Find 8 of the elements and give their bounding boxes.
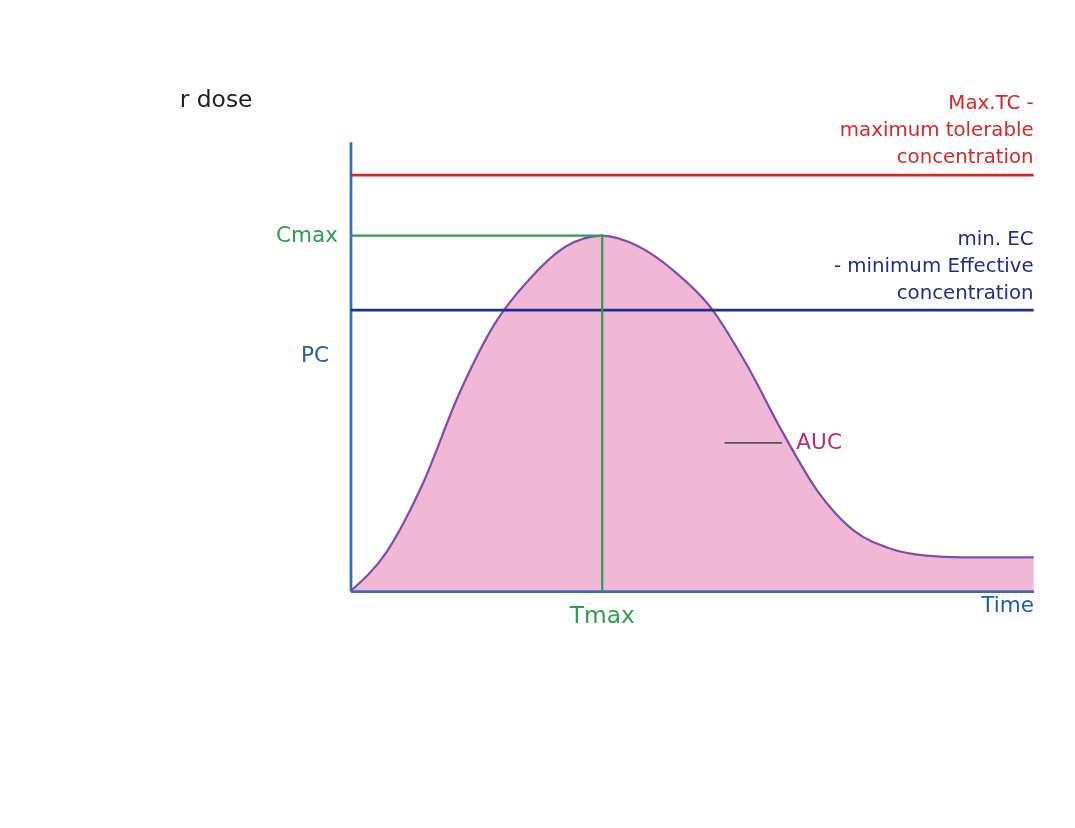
ref-line-label: Cmax bbox=[275, 221, 339, 247]
ref-line-label: min. EC - minimum Effective concentration bbox=[833, 226, 1034, 304]
ref-line-label: Max.TC - maximum tolerable concentration bbox=[839, 91, 1034, 169]
y-axis-title: PC bbox=[301, 342, 330, 368]
text: r dose bbox=[179, 84, 253, 113]
x-axis-title: Time bbox=[980, 592, 1035, 618]
text: Tmax bbox=[568, 600, 635, 629]
annotation: AUC bbox=[796, 429, 842, 455]
